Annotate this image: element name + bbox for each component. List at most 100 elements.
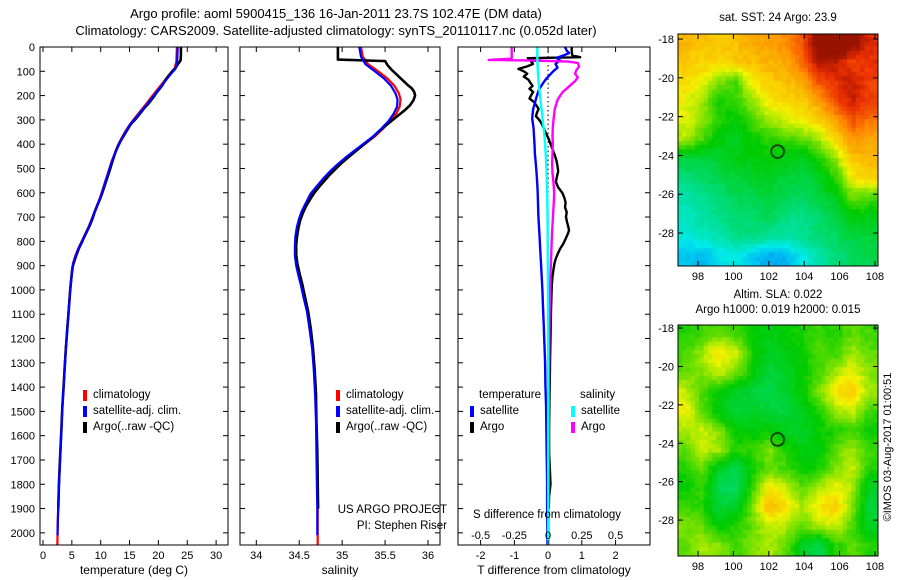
legend-label: Argo <box>581 420 606 433</box>
depth-tick-label: 1000 <box>11 285 35 297</box>
x-tick-label: 20 <box>152 550 164 562</box>
salinity-series-climatology <box>294 46 402 545</box>
temperature-series-satellite-adj <box>56 46 179 536</box>
x-tick-label: 25 <box>181 550 193 562</box>
figure-title-line1: Argo profile: aoml 5900415_136 16-Jan-20… <box>130 6 542 21</box>
depth-tick-label: 100 <box>17 66 35 78</box>
legend-item-satellite-clim: satellite-adj. clim. <box>336 403 434 419</box>
legend-item-t-satellite: satellite <box>470 403 541 419</box>
temperature-axis-label: temperature (deg C) <box>80 563 188 577</box>
pi-caption: PI: Stephen Riser <box>356 520 447 532</box>
legend-label: Argo(..raw -QC) <box>346 420 428 433</box>
difference-axis-label: T difference from climatology <box>477 563 631 577</box>
depth-tick-label: 1500 <box>11 406 35 418</box>
x-tick-label: 10 <box>95 550 107 562</box>
legend-label: satellite-adj. clim. <box>346 404 435 417</box>
legend-header-salinity: salinity <box>580 389 616 401</box>
satellite-clim-line-swatch <box>83 405 87 417</box>
lon-tick-label: 104 <box>795 271 813 283</box>
x-tick-label: 34 <box>250 550 262 562</box>
sst-map-canvas <box>678 34 878 266</box>
depth-tick-label: 1100 <box>11 309 35 321</box>
t-satellite-line-swatch <box>470 405 474 417</box>
s-difference-caption: S difference from climatology <box>472 509 622 521</box>
lat-tick-label: -28 <box>658 515 674 527</box>
lon-tick-label: 100 <box>724 271 742 283</box>
legend-item-t-argo: Argo <box>470 419 541 435</box>
sst-map-title: sat. SST: 24 Argo: 23.9 <box>719 12 837 24</box>
lon-tick-label: 102 <box>760 271 778 283</box>
difference-legend-temperature: temperature satellite Argo <box>470 387 541 435</box>
depth-tick-label: 0 <box>29 42 35 54</box>
depth-tick-label: 1800 <box>11 479 35 491</box>
lon-tick-label: 98 <box>692 561 704 573</box>
salinity-panel: 34 34.5 35 35.5 36 salinity <box>239 46 441 577</box>
temperature-series-climatology <box>56 46 178 546</box>
x-tick-label: 34.5 <box>289 550 310 562</box>
lat-tick-label: -22 <box>658 400 674 412</box>
depth-tick-label: 1300 <box>11 358 35 370</box>
salinity-axis-label: salinity <box>322 563 359 577</box>
climatology-line-swatch <box>336 389 340 401</box>
depth-tick-label: 700 <box>17 212 35 224</box>
lat-tick-label: -20 <box>658 73 674 85</box>
legend-label: climatology <box>93 388 151 401</box>
x-tick-label: 2 <box>613 550 619 562</box>
x-tick-label: 30 <box>210 550 222 562</box>
depth-tick-label: 1200 <box>11 334 35 346</box>
depth-tick-label: 800 <box>17 236 35 248</box>
depth-tick-label: 400 <box>17 139 35 151</box>
legend-item-argo: Argo(..raw -QC) <box>336 419 434 435</box>
lat-tick-label: -22 <box>658 112 674 124</box>
lat-tick-label: -28 <box>658 228 674 240</box>
sla-map-title-line2: Argo h1000: 0.019 h2000: 0.015 <box>695 304 861 316</box>
imos-credit: ©IMOS 03-Aug-2017 01:00:51 <box>882 372 894 522</box>
depth-tick-label: 200 <box>17 91 35 103</box>
depth-tick-label: 500 <box>17 163 35 175</box>
legend-label: climatology <box>346 388 404 401</box>
depth-tick-label: 2000 <box>11 528 35 540</box>
x-tick-label: 35 <box>336 550 348 562</box>
salinity-frame <box>239 46 441 546</box>
lon-tick-label: 100 <box>724 561 742 573</box>
s-tick-label: 0.25 <box>571 530 592 542</box>
lon-tick-label: 102 <box>760 561 778 573</box>
x-tick-label: 35.5 <box>374 550 395 562</box>
s-satellite-line-swatch <box>571 405 575 417</box>
s-argo-line-swatch <box>571 421 575 433</box>
legend-item-satellite-clim: satellite-adj. clim. <box>83 403 181 419</box>
x-tick-label: 36 <box>422 550 434 562</box>
lon-tick-label: 108 <box>866 561 884 573</box>
x-tick-label: 15 <box>123 550 135 562</box>
x-tick-label: -2 <box>476 550 486 562</box>
climatology-line-swatch <box>83 389 87 401</box>
lon-tick-label: 98 <box>692 271 704 283</box>
s-tick-label: 0 <box>545 530 551 542</box>
x-tick-label: 0 <box>545 550 551 562</box>
depth-tick-label: 1900 <box>11 504 35 516</box>
lon-tick-label: 106 <box>830 271 848 283</box>
salinity-series-satellite-adj <box>293 46 399 536</box>
depth-tick-label: 1700 <box>11 455 35 467</box>
sla-map-canvas <box>678 325 878 556</box>
legend-header-temperature: temperature <box>479 389 542 401</box>
salinity-series-argo <box>294 47 417 509</box>
sla-map-title-line1: Altim. SLA: 0.022 <box>733 289 823 301</box>
legend-label: satellite <box>480 404 519 417</box>
project-caption: US ARGO PROJECT <box>337 504 447 516</box>
figure-title-line2: Climatology: CARS2009. Satellite-adjuste… <box>75 23 597 38</box>
x-tick-label: 5 <box>69 550 75 562</box>
argo-line-swatch <box>83 421 87 433</box>
x-tick-label: -1 <box>509 550 519 562</box>
satellite-clim-line-swatch <box>336 405 340 417</box>
s-tick-label: -0.5 <box>471 530 490 542</box>
difference-series-s-argo <box>487 47 581 545</box>
depth-tick-label: 900 <box>17 261 35 273</box>
salinity-legend: climatology satellite-adj. clim. Argo(..… <box>336 387 434 435</box>
depth-tick-label: 300 <box>17 115 35 127</box>
temperature-panel: 0 5 10 15 20 25 300100200300400500600700800900… <box>11 42 229 577</box>
s-tick-label: 0.5 <box>608 530 623 542</box>
temperature-series-argo <box>57 47 183 509</box>
legend-item-s-argo: Argo <box>571 419 620 435</box>
